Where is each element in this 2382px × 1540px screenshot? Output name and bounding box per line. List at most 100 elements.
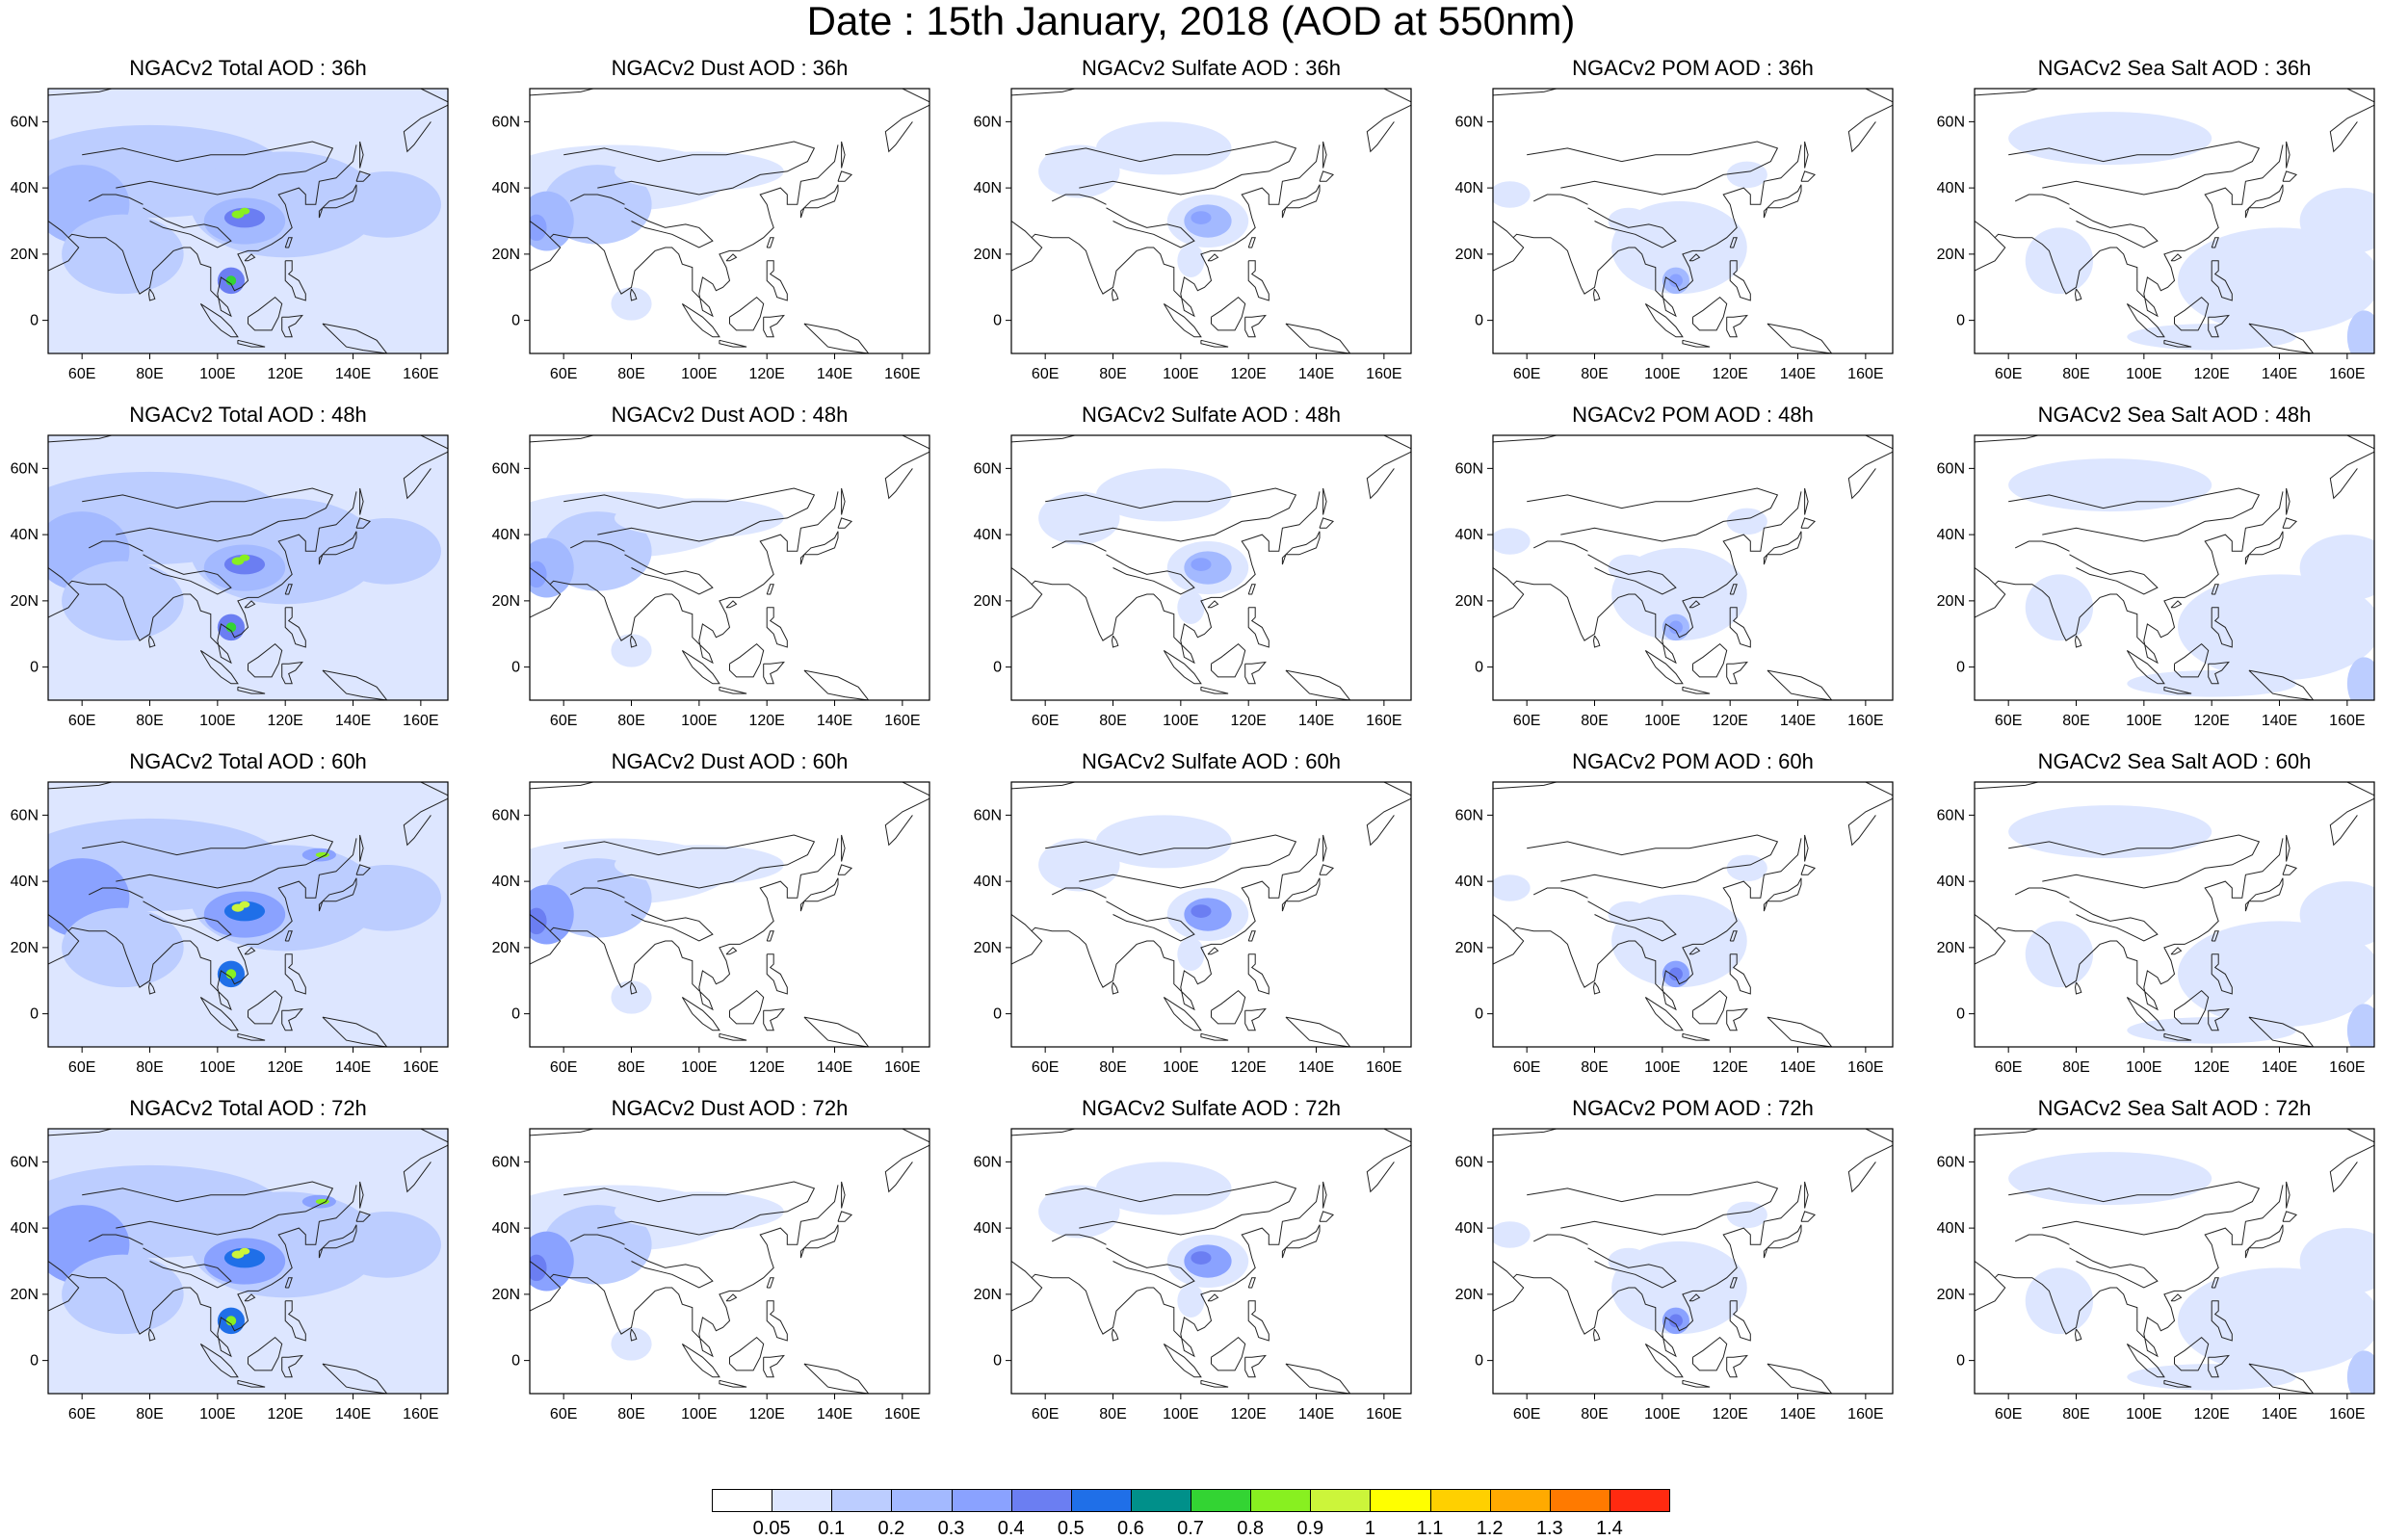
lat-tick-label: 0 [1475, 1006, 1483, 1023]
panel-title: NGACv2 Total AOD : 48h [129, 403, 367, 427]
coastline [719, 1032, 747, 1041]
lon-tick-label: 140E [2262, 366, 2297, 382]
map-panel-sulfate-60h: NGACv2 Sulfate AOD : 60h 60N 40N 20N 0 60E 80E… [974, 749, 1412, 1085]
lon-tick-label: 120E [1230, 366, 1266, 382]
coastline [1319, 1211, 1335, 1222]
aod-contour-region [1608, 554, 1649, 582]
coastline [1532, 540, 1588, 552]
coastline [1051, 1234, 1107, 1245]
aod-contour-region [2178, 1267, 2374, 1374]
aod-contour-region [1726, 508, 1767, 535]
lon-tick-label: 120E [748, 713, 784, 729]
coastline [1975, 221, 1996, 239]
aod-contour-region [1177, 590, 1205, 624]
lat-tick-label: 40N [1455, 874, 1483, 890]
coastline [2244, 877, 2284, 912]
coastline [1247, 1300, 1270, 1342]
lat-tick-label: 40N [492, 527, 520, 543]
aod-contour-region [1726, 1201, 1767, 1229]
coastline [563, 141, 816, 196]
coastline [1726, 1007, 1748, 1031]
lon-tick-label: 160E [884, 1406, 920, 1423]
coastline [2211, 953, 2233, 995]
coastline [563, 1181, 816, 1236]
colorbar-swatch [1549, 1489, 1610, 1512]
panel-title: NGACv2 Sulfate AOD : 36h [1081, 56, 1342, 80]
map-frame [1974, 434, 2375, 701]
map-panel-pom-36h: NGACv2 POM AOD : 36h 60N 40N 20N 0 60E 80E 100E… [1455, 56, 1894, 392]
coastline [1106, 1247, 1195, 1289]
lat-tick-label: 20N [1937, 593, 1965, 610]
coastline [1532, 194, 1588, 205]
lat-tick-label: 20N [1455, 940, 1483, 956]
coastline [1682, 686, 1711, 694]
aod-contour-region [1095, 468, 1232, 522]
coastline [563, 834, 816, 889]
aod-map: 60N 40N 20N 0 60E 80E 100E 120E 140E 160E [974, 88, 1412, 382]
coastline [530, 1129, 929, 1143]
coastline [799, 184, 839, 219]
map-frame [47, 1128, 449, 1395]
coastline [530, 782, 929, 796]
lon-tick-label: 120E [1230, 1406, 1266, 1423]
coastline [1729, 1300, 1751, 1342]
map-frame [47, 781, 449, 1048]
coastline [1366, 451, 1411, 500]
coastline [355, 864, 372, 875]
coastline [1682, 1032, 1711, 1041]
coastline [359, 1181, 364, 1209]
coastline [1200, 1379, 1229, 1388]
coastline [2286, 1181, 2290, 1209]
colorbar-swatch [1370, 1489, 1431, 1512]
coastline [729, 1336, 765, 1371]
lon-tick-label: 160E [1847, 1059, 1883, 1076]
aod-contour-region [2299, 881, 2374, 948]
coastline [1527, 487, 1779, 542]
coastline [1493, 491, 1802, 665]
lat-tick-label: 20N [1455, 1287, 1483, 1303]
lat-tick-label: 40N [974, 180, 1002, 196]
colorbar-label: 0.7 [1177, 1518, 1204, 1539]
coastline [1532, 887, 1588, 899]
lat-tick-label: 40N [974, 874, 1002, 890]
lon-tick-label: 100E [2126, 1406, 2161, 1423]
colorbar-label: 0.8 [1237, 1518, 1265, 1539]
coastline [629, 288, 638, 301]
aod-colorbar: 0.05 0.1 0.2 0.3 0.4 0.5 0.6 0.7 0.8 0.9 1 1.1 1.2 1.… [712, 1489, 1670, 1539]
lon-tick-label: 160E [2329, 1059, 2365, 1076]
lon-tick-label: 60E [68, 1059, 95, 1076]
lon-tick-label: 120E [267, 1406, 302, 1423]
lon-tick-label: 100E [1644, 1406, 1680, 1423]
coastline [1692, 642, 1728, 678]
lat-tick-label: 40N [492, 180, 520, 196]
aod-contour-region [611, 980, 652, 1014]
coastline [1211, 1336, 1246, 1371]
lon-tick-label: 60E [68, 713, 95, 729]
coastline [48, 838, 357, 1011]
coastline [1247, 607, 1270, 648]
map-frame [529, 88, 930, 354]
coastline [1493, 144, 1802, 318]
coastline [569, 540, 625, 552]
aod-contour-region [611, 634, 652, 667]
map-frame [529, 781, 930, 1048]
coastline [1247, 1277, 1256, 1289]
aod-contour-region [2178, 921, 2374, 1028]
colorbar-label: 0.4 [997, 1518, 1025, 1539]
coastline [841, 487, 846, 515]
coastline [2329, 104, 2374, 153]
coastline [1804, 487, 1809, 515]
coastline [1975, 491, 2284, 665]
coastline [237, 339, 266, 348]
coastline [530, 914, 551, 932]
lat-tick-label: 60N [974, 807, 1002, 823]
lon-tick-label: 80E [2062, 713, 2089, 729]
coastline [359, 487, 364, 515]
aod-contour-region [2008, 458, 2212, 512]
coastline [725, 1293, 738, 1302]
lat-tick-label: 40N [1937, 874, 1965, 890]
lon-tick-label: 160E [2329, 713, 2365, 729]
coastline [359, 141, 364, 169]
panel-title: NGACv2 Dust AOD : 60h [611, 749, 849, 773]
map-panel-total-72h: NGACv2 Total AOD : 72h 60N 40N 20N 0 60E 80E 10… [11, 1096, 449, 1432]
